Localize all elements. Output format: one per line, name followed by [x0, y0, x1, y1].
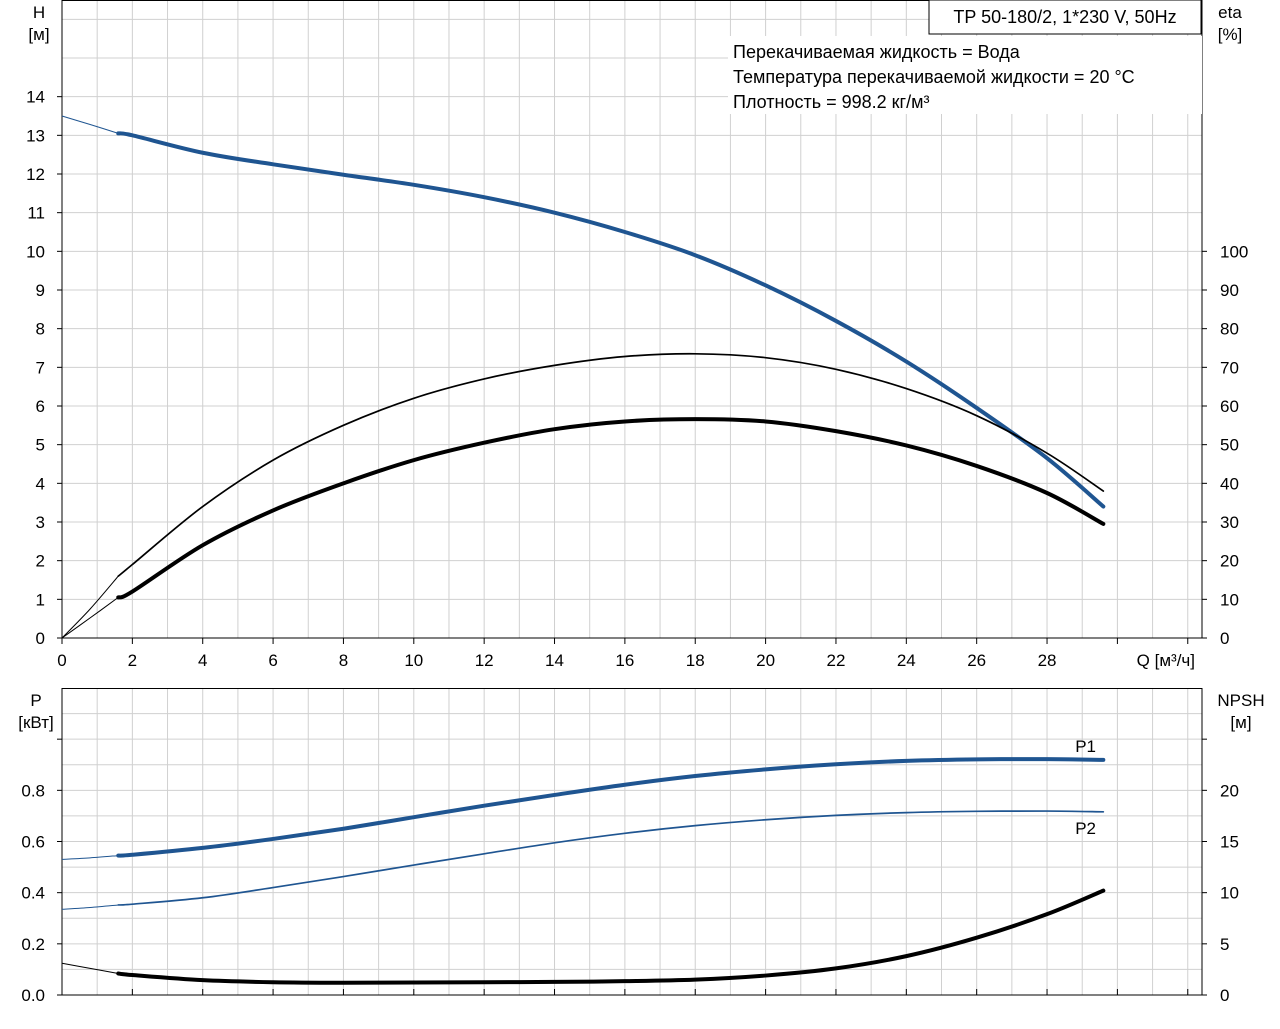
y-tick-label: 9: [36, 281, 45, 300]
y2-tick-label: 60: [1220, 397, 1239, 416]
title-box: [928, 0, 1202, 35]
y-axis-label: P: [30, 691, 41, 710]
y2-tick-label: 90: [1220, 281, 1239, 300]
x-tick-label: 26: [967, 651, 986, 670]
x-tick-label: 22: [826, 651, 845, 670]
x-tick-label: 12: [475, 651, 494, 670]
y-axis-unit: [м]: [28, 25, 49, 44]
x-tick-label: 2: [128, 651, 137, 670]
x-tick-label: 20: [756, 651, 775, 670]
y-tick-label: 3: [36, 513, 45, 532]
y2-tick-label: 80: [1220, 320, 1239, 339]
y-tick-label: 2: [36, 552, 45, 571]
y2-tick-label: 10: [1220, 590, 1239, 609]
y-tick-label: 0.2: [21, 935, 45, 954]
y2-tick-label: 100: [1220, 242, 1248, 261]
y-tick-label: 11: [27, 204, 45, 223]
y2-tick-label: 40: [1220, 474, 1239, 493]
x-tick-label: 18: [686, 651, 705, 670]
y2-axis-label: eta: [1218, 3, 1242, 22]
y-tick-label: 0.6: [21, 833, 45, 852]
x-tick-label: 10: [404, 651, 423, 670]
annotation-text: Перекачиваемая жидкость = Вода: [733, 42, 1021, 62]
annotation-text: Плотность = 998.2 кг/м³: [733, 92, 929, 112]
y-tick-label: 12: [26, 165, 45, 184]
x-tick-label: 24: [897, 651, 916, 670]
x-tick-label: 14: [545, 651, 564, 670]
y2-tick-label: 0: [1220, 629, 1229, 648]
x-axis-label: Q [м³/ч]: [1137, 651, 1195, 670]
y-tick-label: 0.0: [21, 986, 45, 1005]
x-tick-label: 0: [57, 651, 66, 670]
y2-tick-label: 15: [1220, 833, 1239, 852]
x-tick-label: 16: [615, 651, 634, 670]
y-tick-label: 13: [26, 126, 45, 145]
x-tick-label: 6: [268, 651, 277, 670]
x-tick-label: 8: [339, 651, 348, 670]
y-tick-label: 4: [36, 474, 45, 493]
series-label: P2: [1075, 819, 1096, 838]
chart-title: TP 50-180/2, 1*230 V, 50Hz: [953, 7, 1176, 27]
y-tick-label: 7: [36, 358, 45, 377]
series-extension-line: [61, 855, 119, 860]
y-tick-label: 0.4: [21, 884, 45, 903]
annotation-box: [728, 36, 1202, 114]
series-label: P1: [1075, 737, 1096, 756]
y-axis-label: H: [33, 3, 45, 22]
y2-tick-label: 30: [1220, 513, 1239, 532]
y2-tick-label: 50: [1220, 436, 1239, 455]
y2-tick-label: 20: [1220, 781, 1239, 800]
y2-tick-label: 0: [1220, 986, 1229, 1005]
series-extension-line: [61, 904, 119, 910]
y-tick-label: 10: [26, 242, 45, 261]
series-line: [117, 810, 1105, 906]
y-axis-unit: [кВт]: [18, 713, 53, 732]
y-tick-label: 5: [36, 436, 45, 455]
series-line: [116, 757, 1106, 858]
y2-axis-label: NPSH: [1217, 691, 1264, 710]
y-tick-label: 0: [36, 629, 45, 648]
annotation-text: Температура перекачиваемой жидкости = 20…: [733, 67, 1135, 87]
y-tick-label: 6: [36, 397, 45, 416]
series-extension-line: [61, 115, 119, 134]
series-line: [116, 888, 1106, 985]
series-line: [117, 352, 1105, 577]
y2-tick-label: 5: [1220, 935, 1229, 954]
y-tick-label: 8: [36, 320, 45, 339]
y2-tick-label: 70: [1220, 358, 1239, 377]
y2-tick-label: 10: [1220, 884, 1239, 903]
y2-axis-unit: [м]: [1230, 713, 1251, 732]
y2-tick-label: 20: [1220, 552, 1239, 571]
y-tick-label: 1: [36, 590, 45, 609]
y2-axis-unit: [%]: [1218, 25, 1243, 44]
series-line: [116, 131, 1106, 509]
y-tick-label: 0.8: [21, 781, 45, 800]
series-extension-line: [61, 596, 119, 639]
series-extension-line: [61, 962, 119, 975]
x-tick-label: 28: [1038, 651, 1057, 670]
series-extension-line: [61, 575, 119, 639]
plot-frame: [61, 0, 1203, 639]
y-tick-label: 14: [26, 88, 45, 107]
series-line: [116, 417, 1106, 600]
x-tick-label: 4: [198, 651, 207, 670]
